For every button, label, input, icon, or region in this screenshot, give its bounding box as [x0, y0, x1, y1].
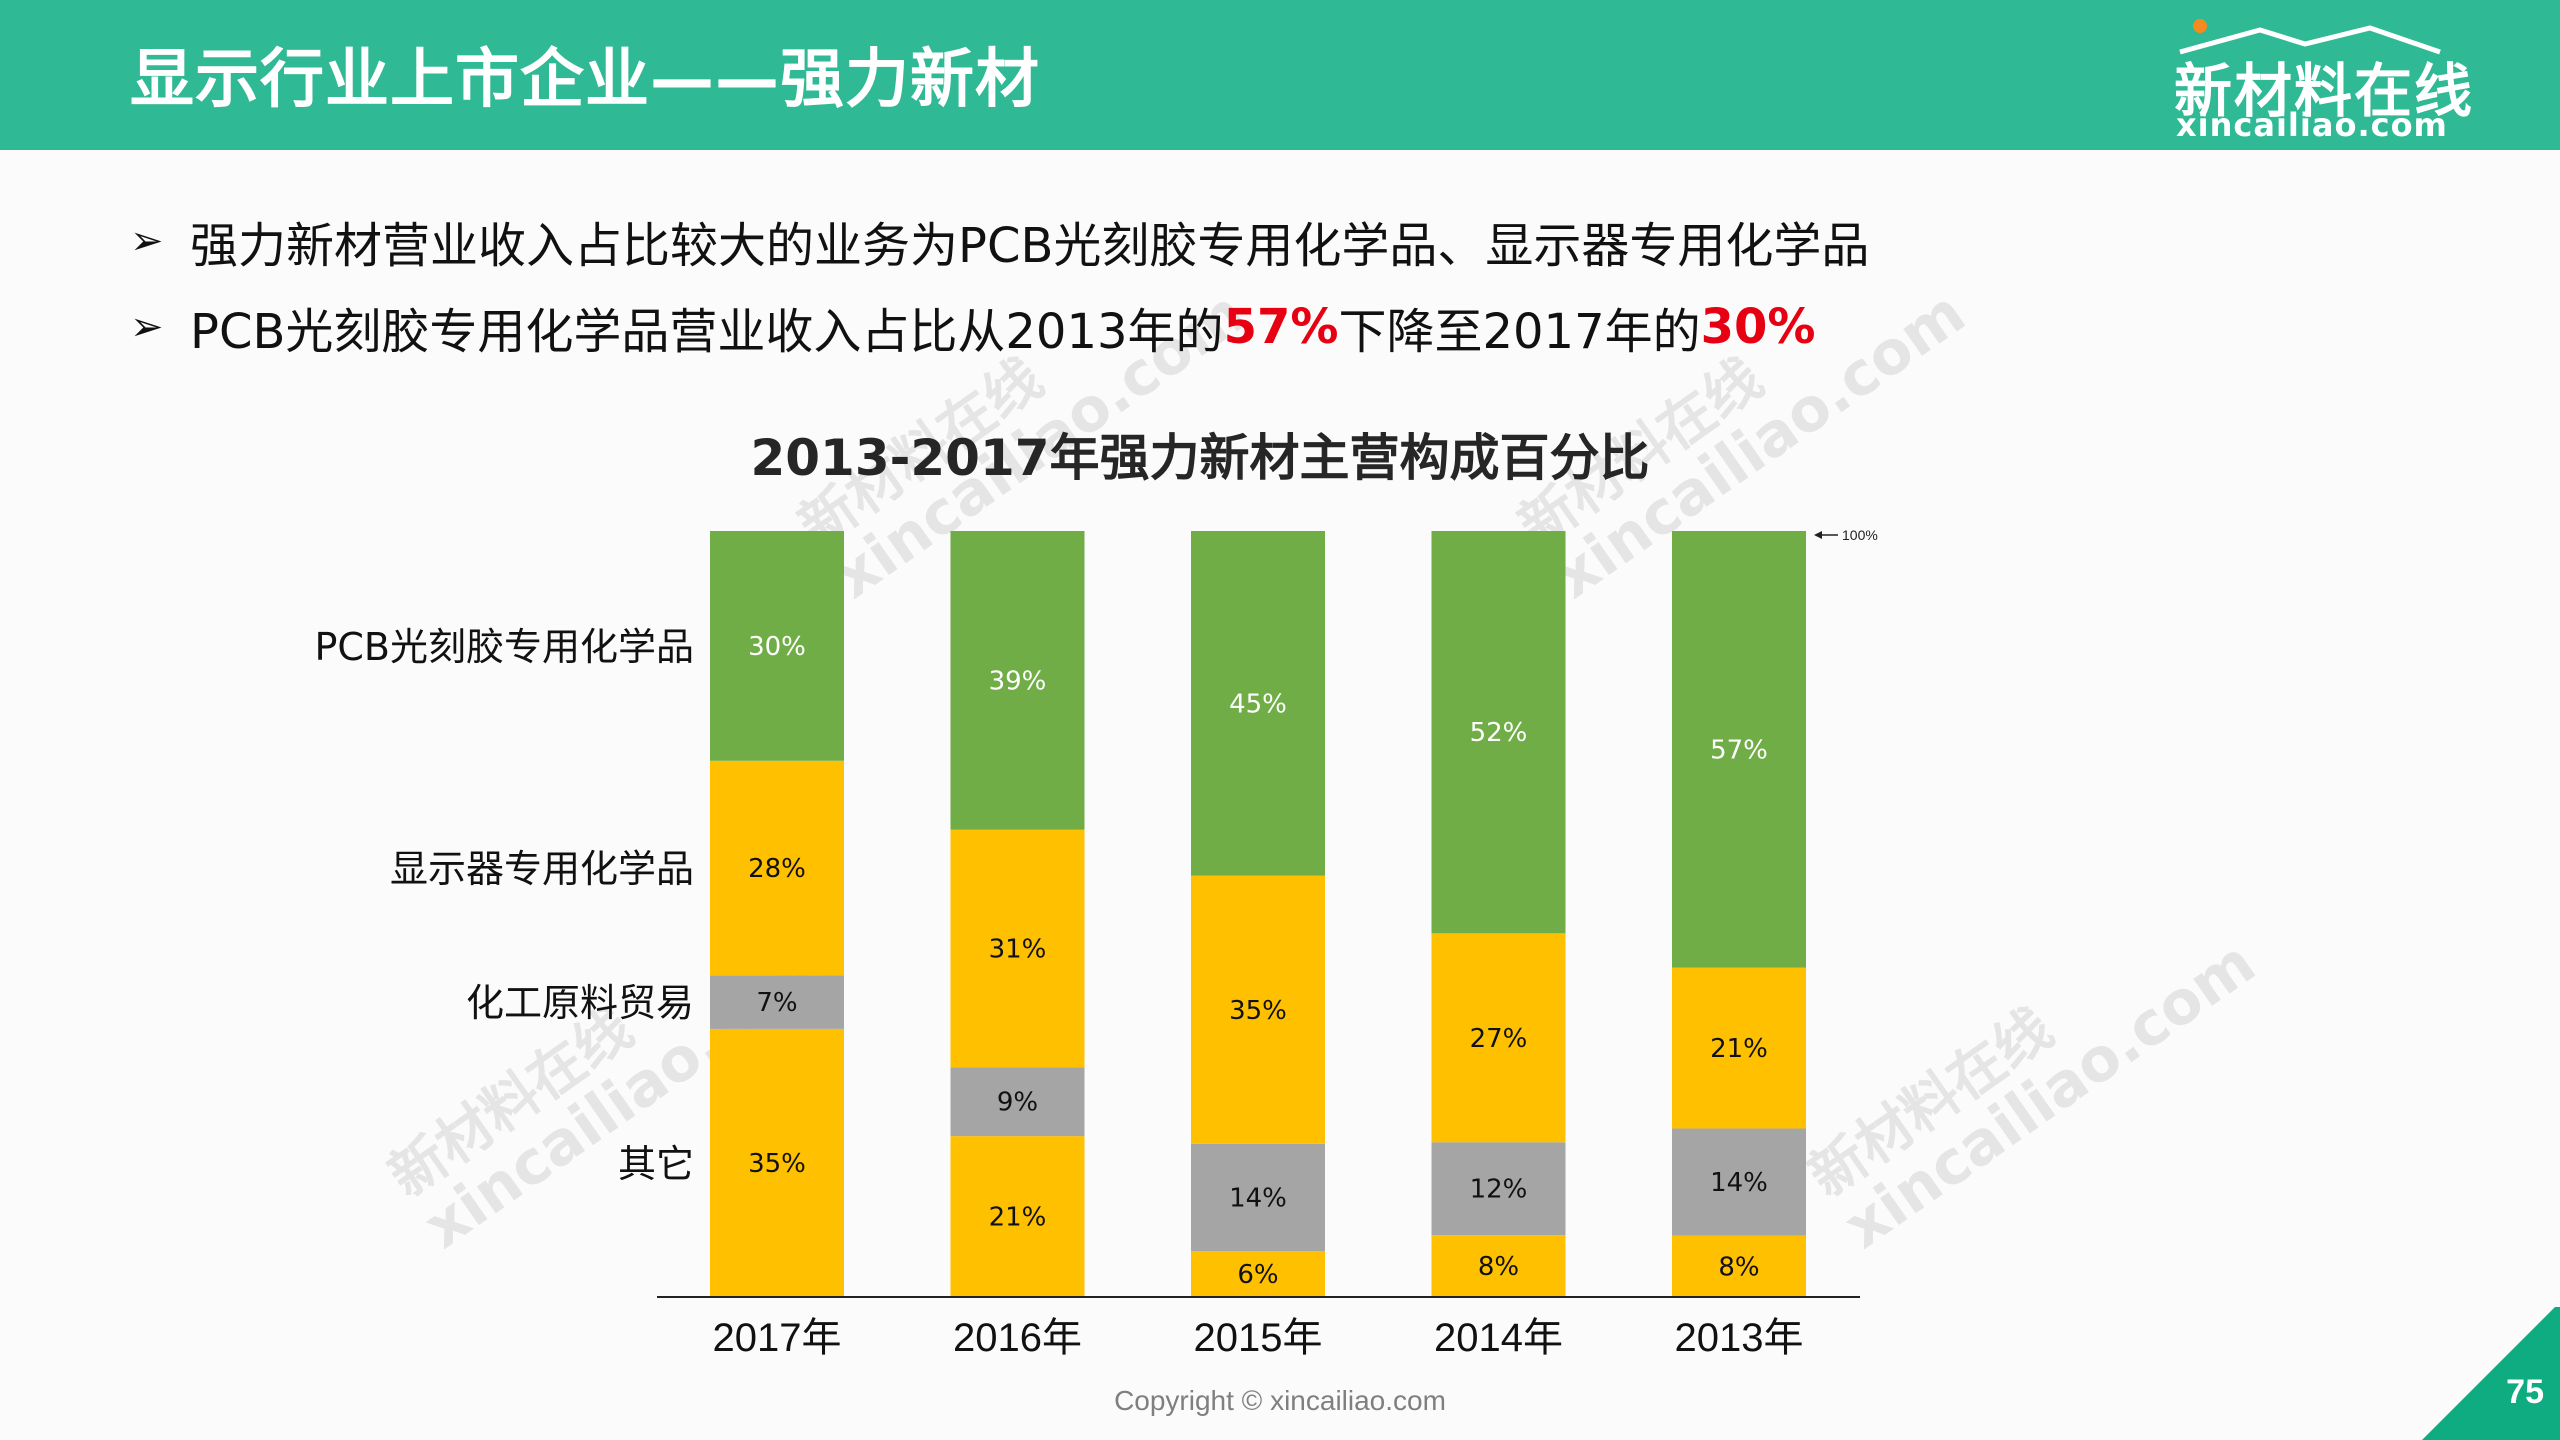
- page-number: 75: [2506, 1373, 2544, 1411]
- data-label: 14%: [1710, 1168, 1768, 1198]
- logo-text-en: xincailiao.com: [2176, 106, 2448, 144]
- data-label: 45%: [1229, 689, 1287, 719]
- data-label: 52%: [1470, 718, 1528, 748]
- legend-label: 其它: [618, 1142, 694, 1186]
- bar-segment: [1431, 933, 1566, 1143]
- highlight-value: 57%: [1223, 299, 1339, 355]
- bullet-text: 强力新材营业收入占比较大的业务为PCB光刻胶专用化学品、显示器专用化学品: [190, 218, 1870, 274]
- logo-text-cn: 新材料在线: [2174, 57, 2475, 125]
- bar-segment: [1191, 531, 1325, 876]
- bar-segment: [710, 1028, 844, 1297]
- bar-segment: [1431, 1235, 1566, 1297]
- x-tick-label: 2015年: [1194, 1316, 1323, 1360]
- logo-roof-icon: [2179, 19, 2441, 55]
- data-label: 21%: [1710, 1034, 1768, 1064]
- marker-arrowhead-icon: [1814, 531, 1822, 539]
- data-label: 35%: [748, 1149, 806, 1179]
- data-label: 9%: [997, 1088, 1038, 1118]
- x-tick-label: 2014年: [1434, 1316, 1563, 1360]
- bullet-item: ➢ PCB光刻胶专用化学品营业收入占比从2013年的 57% 下降至2017年的 30…: [130, 284, 1869, 370]
- bar-segment: [1672, 531, 1806, 968]
- data-label: 6%: [1237, 1260, 1278, 1290]
- arrow-bullet-icon: ➢: [130, 304, 164, 350]
- bar-segment: [1672, 1235, 1806, 1297]
- bar-segment: [1672, 1128, 1806, 1236]
- bar-segment: [1431, 1142, 1566, 1236]
- bar-segment: [1431, 531, 1566, 934]
- corner-triangle-icon: [2422, 1307, 2560, 1440]
- logo: 新材料在线 xincailiao.com: [2170, 14, 2472, 144]
- page-title: 显示行业上市企业——强力新材: [130, 43, 1040, 117]
- bar-segment: [950, 531, 1085, 830]
- data-label: 27%: [1470, 1024, 1528, 1054]
- bullet-text: PCB光刻胶专用化学品营业收入占比从2013年的: [190, 304, 1224, 360]
- bar-segment: [1191, 1143, 1325, 1252]
- copyright: Copyright © xincailiao.com: [1114, 1385, 1446, 1416]
- data-label: 30%: [748, 632, 806, 662]
- bullet-list: ➢ 强力新材营业收入占比较大的业务为PCB光刻胶专用化学品、显示器专用化学品 ➢…: [130, 198, 1869, 370]
- bar-segment: [710, 531, 844, 761]
- chart-title: 2013-2017年强力新材主营构成百分比: [0, 418, 2400, 490]
- highlight-value: 30%: [1700, 299, 1816, 355]
- data-label: 31%: [989, 934, 1047, 964]
- data-label: 57%: [1710, 735, 1768, 765]
- data-label: 28%: [748, 854, 806, 884]
- bullet-text: 下降至2017年的: [1338, 304, 1701, 360]
- data-label: 8%: [1718, 1252, 1759, 1282]
- bar-segment: [1672, 967, 1806, 1129]
- chart-title-text: 2013-2017年强力新材主营构成百分比: [750, 429, 1650, 487]
- legend-label: 显示器专用化学品: [390, 847, 694, 891]
- data-label: 12%: [1470, 1175, 1528, 1205]
- x-tick-label: 2017年: [713, 1316, 842, 1360]
- header-bar: 显示行业上市企业——强力新材 新材料在线 xincailiao.com: [0, 0, 2560, 150]
- data-label: 8%: [1478, 1252, 1519, 1282]
- legend-label: PCB光刻胶专用化学品: [314, 625, 694, 669]
- data-label: 35%: [1229, 996, 1287, 1026]
- legend-label: 化工原料贸易: [466, 981, 694, 1025]
- bar-segment: [950, 1136, 1085, 1297]
- data-label: 21%: [989, 1203, 1047, 1233]
- bar-segment: [950, 1067, 1085, 1137]
- page-corner: 75: [2420, 1305, 2560, 1440]
- data-label: 39%: [989, 666, 1047, 696]
- bullet-item: ➢ 强力新材营业收入占比较大的业务为PCB光刻胶专用化学品、显示器专用化学品: [130, 198, 1869, 284]
- bar-segment: [950, 829, 1085, 1068]
- x-tick-label: 2016年: [953, 1316, 1082, 1360]
- arrow-bullet-icon: ➢: [130, 218, 164, 264]
- bar-segment: [1191, 875, 1325, 1144]
- data-label: 14%: [1229, 1183, 1287, 1213]
- bar-segment: [1191, 1251, 1325, 1297]
- bar-segment: [710, 760, 844, 976]
- top-marker-label: 100%: [1842, 527, 1878, 543]
- x-tick-label: 2013年: [1675, 1316, 1804, 1360]
- bar-segment: [710, 975, 844, 1029]
- data-label: 7%: [756, 988, 797, 1018]
